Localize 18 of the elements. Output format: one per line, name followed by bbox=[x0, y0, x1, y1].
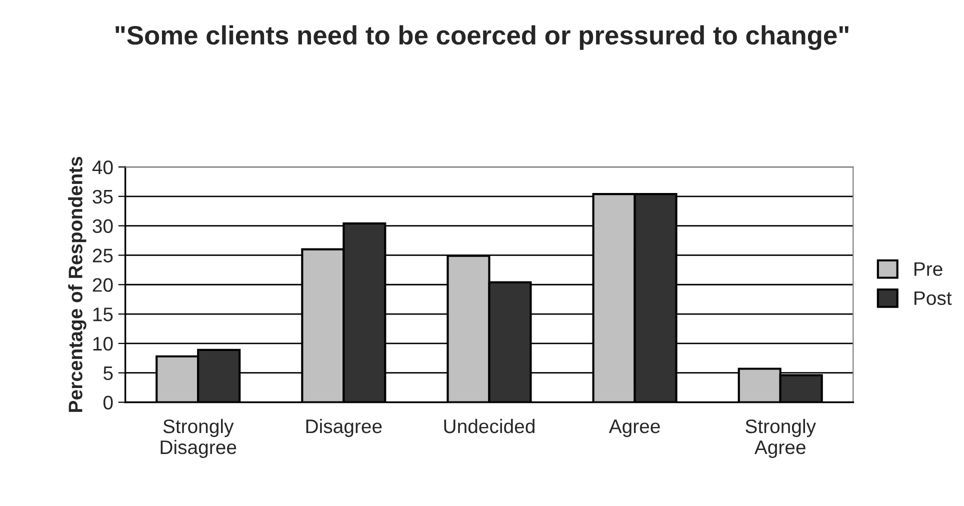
x-tick-label: Strongly Disagree bbox=[160, 418, 236, 458]
y-axis-title: Percentage of Respondents bbox=[68, 156, 86, 412]
x-tick-label: Strongly Agree bbox=[746, 418, 816, 458]
x-tick-label: Undecided bbox=[444, 418, 534, 434]
x-tick-label: Agree bbox=[608, 420, 660, 438]
y-tick-label: 20 bbox=[92, 278, 113, 292]
y-tick-label: 35 bbox=[92, 190, 113, 204]
y-tick-label: 5 bbox=[103, 366, 113, 380]
y-tick-label: 0 bbox=[103, 396, 113, 410]
legend-label: Pre bbox=[914, 262, 942, 276]
x-tick-label: Disagree bbox=[306, 418, 382, 438]
chart-title: "Some clients need to be coerced or pressured to change" bbox=[116, 25, 848, 50]
y-tick-label: 30 bbox=[92, 219, 113, 234]
y-tick-label: 10 bbox=[93, 336, 113, 351]
y-tick-label: 40 bbox=[92, 160, 113, 174]
legend-label: Post bbox=[914, 291, 952, 306]
y-tick-label: 25 bbox=[92, 248, 113, 262]
y-tick-label: 15 bbox=[93, 308, 113, 322]
